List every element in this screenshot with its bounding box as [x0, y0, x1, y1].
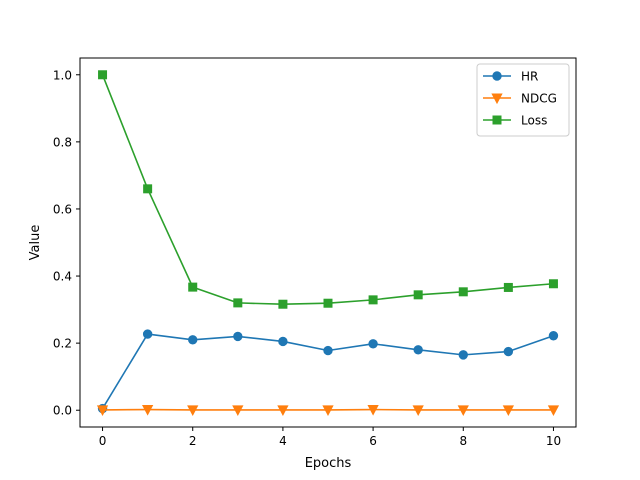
plot-frame: [79, 57, 577, 428]
x-tick-label: 6: [369, 434, 377, 448]
data-point-loss: [548, 279, 558, 289]
data-point-loss: [188, 282, 198, 292]
data-point-ndcg: [547, 405, 560, 416]
data-point-loss: [98, 70, 108, 80]
legend: HR NDCG Loss: [476, 63, 570, 137]
series-layer: [96, 70, 560, 416]
x-tick-label: 4: [279, 434, 287, 448]
data-point-loss: [368, 295, 378, 305]
y-tick-label: 0.2: [53, 337, 72, 351]
legend-marker-loss: [492, 115, 502, 125]
data-point-loss: [233, 298, 243, 308]
data-point-loss: [278, 299, 288, 309]
y-tick-label: 0.6: [53, 202, 72, 216]
data-point-ndcg: [322, 405, 334, 416]
legend-label-ndcg: NDCG: [521, 92, 557, 106]
data-point-ndcg: [457, 405, 469, 416]
legend-marker-hr: [492, 71, 502, 81]
x-tick-label: 8: [459, 434, 467, 448]
data-point-loss: [503, 282, 513, 292]
data-point-hr: [233, 331, 243, 342]
series-loss: [98, 70, 558, 309]
data-point-ndcg: [96, 405, 109, 416]
x-tick-label: 2: [189, 434, 197, 448]
data-point-ndcg: [367, 405, 379, 416]
data-point-loss: [458, 287, 468, 297]
data-point-hr: [188, 335, 198, 345]
y-axis-ticks: 0.0 0.2 0.4 0.6 0.8 1.0: [53, 68, 80, 418]
data-point-hr: [142, 329, 153, 339]
data-point-ndcg: [277, 405, 289, 416]
data-point-ndcg: [412, 405, 424, 416]
x-axis-label: Epochs: [305, 456, 352, 471]
data-point-hr: [323, 345, 333, 356]
legend-label-loss: Loss: [521, 114, 547, 128]
data-point-hr: [368, 339, 378, 349]
x-tick-label: 10: [546, 434, 561, 448]
y-axis-label: Value: [28, 225, 43, 261]
y-tick-label: 0.8: [53, 135, 72, 149]
legend-marker-ndcg: [491, 93, 503, 105]
data-point-hr: [548, 331, 559, 341]
y-tick-label: 1.0: [53, 68, 72, 82]
data-point-hr: [413, 345, 423, 355]
data-point-ndcg: [187, 405, 199, 416]
data-point-hr: [503, 346, 514, 357]
data-point-loss: [323, 298, 333, 308]
data-point-ndcg: [232, 405, 244, 416]
data-point-hr: [278, 336, 288, 347]
data-point-loss: [413, 290, 423, 300]
y-tick-label: 0.4: [53, 270, 72, 284]
series-ndcg: [96, 405, 560, 416]
data-point-ndcg: [142, 405, 154, 416]
x-axis-ticks: 0 2 4 6 8 10: [99, 427, 561, 448]
data-point-hr: [458, 350, 468, 360]
data-point-loss: [143, 184, 153, 194]
data-point-ndcg: [502, 405, 514, 416]
legend-label-hr: HR: [521, 70, 538, 84]
x-tick-label: 0: [99, 434, 107, 448]
y-tick-label: 0.0: [53, 404, 72, 418]
